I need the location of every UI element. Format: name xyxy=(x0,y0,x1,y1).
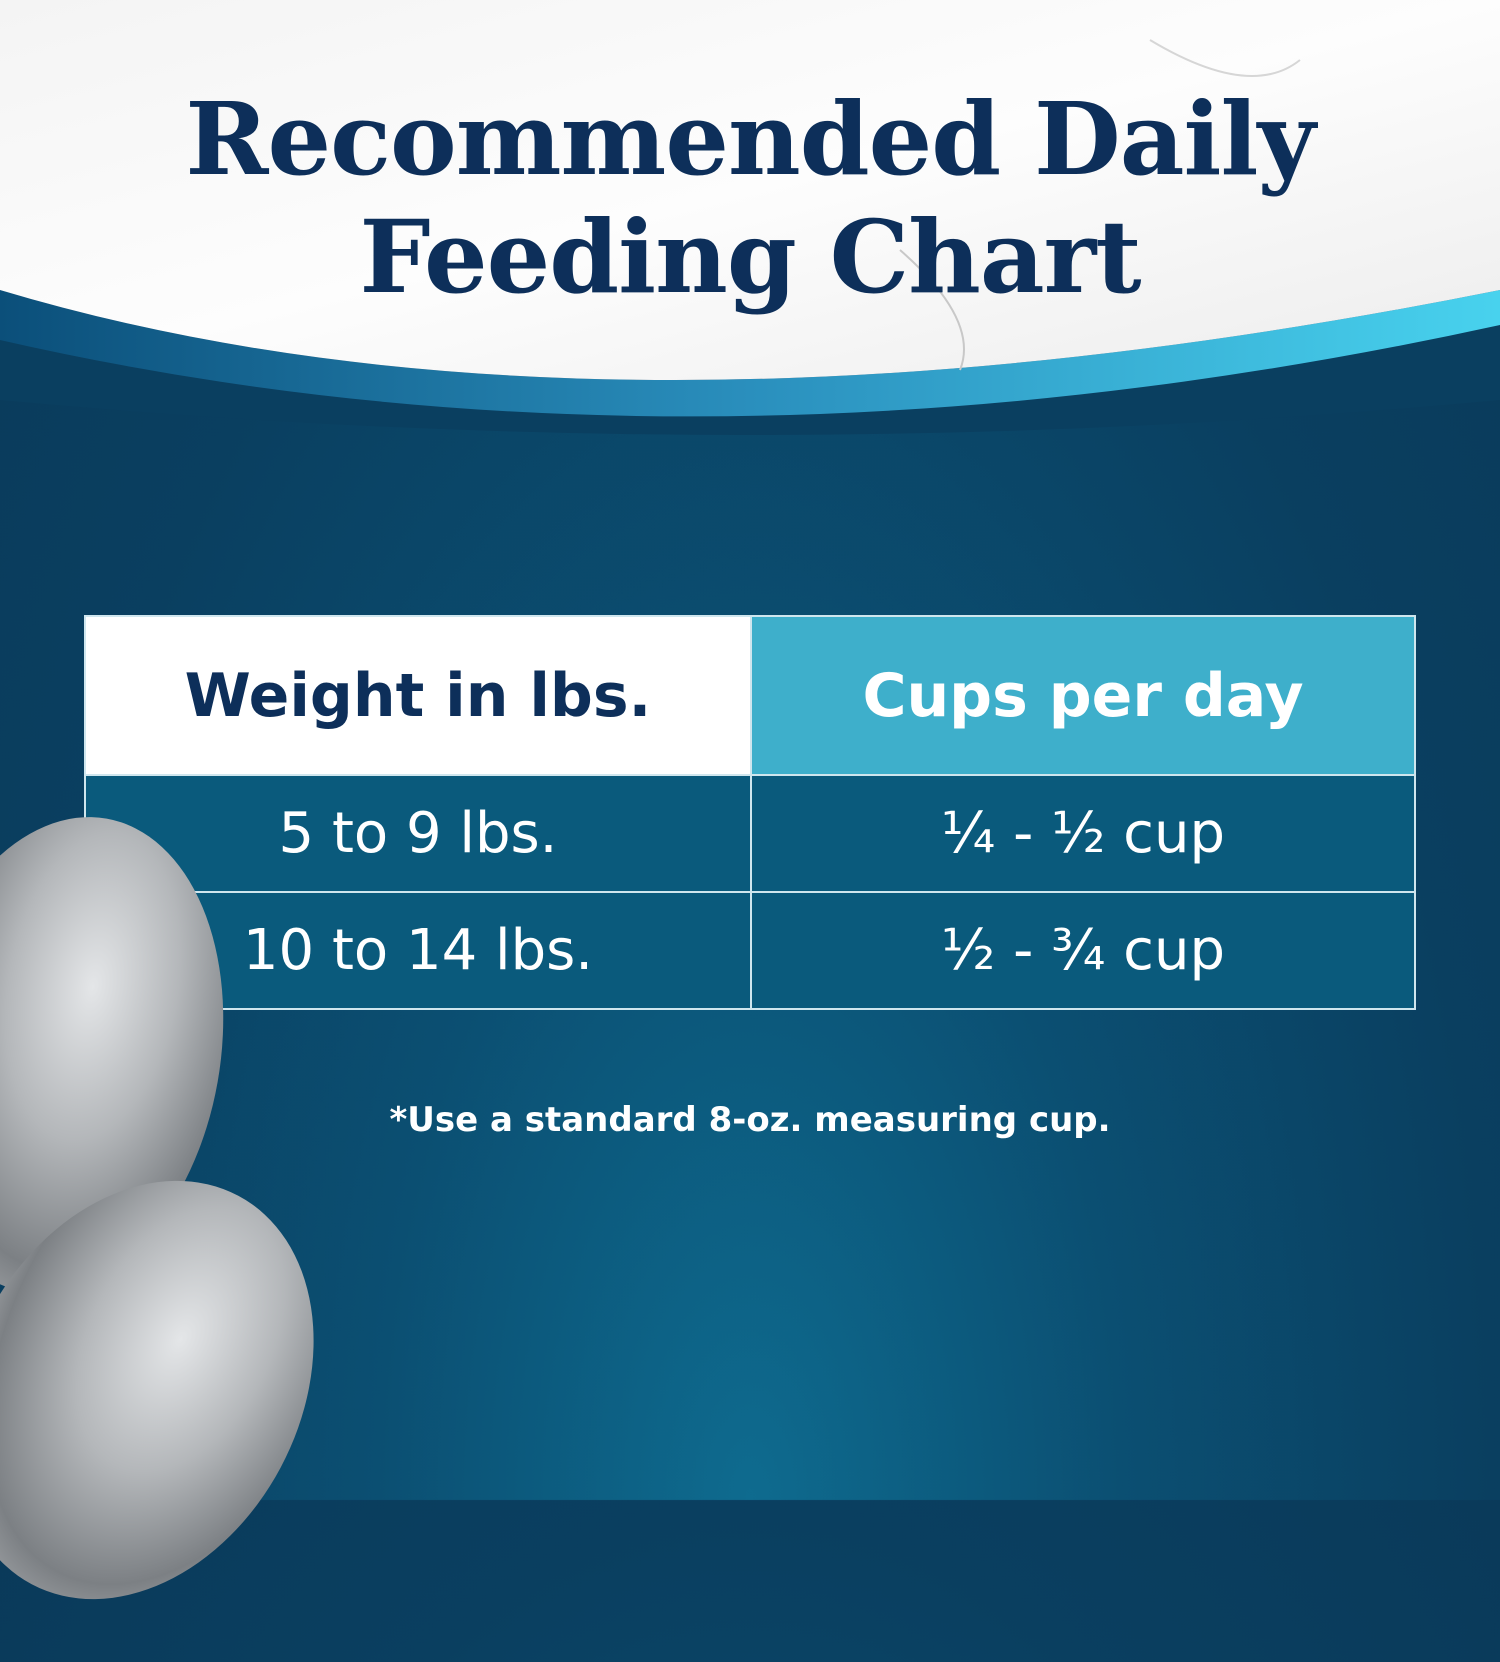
page-title: Recommended Daily Feeding Chart xyxy=(0,80,1500,316)
header-weight: Weight in lbs. xyxy=(86,617,750,774)
marble-header-background xyxy=(0,0,1500,435)
accent-wave xyxy=(0,290,1500,417)
title-line-2: Feeding Chart xyxy=(359,198,1141,316)
feeding-table: Weight in lbs. Cups per day 5 to 9 lbs. … xyxy=(84,615,1416,1010)
weight-cell: 5 to 9 lbs. xyxy=(86,774,750,891)
footnote: *Use a standard 8-oz. measuring cup. xyxy=(389,1100,1111,1140)
cups-cell: ¼ - ½ cup xyxy=(750,774,1414,891)
title-line-1: Recommended Daily xyxy=(185,80,1315,198)
table-row: 10 to 14 lbs. ½ - ¾ cup xyxy=(86,891,1414,1008)
cups-cell: ½ - ¾ cup xyxy=(750,891,1414,1008)
table-header-row: Weight in lbs. Cups per day xyxy=(86,617,1414,774)
header-cups: Cups per day xyxy=(750,617,1414,774)
table-row: 5 to 9 lbs. ¼ - ½ cup xyxy=(86,774,1414,891)
